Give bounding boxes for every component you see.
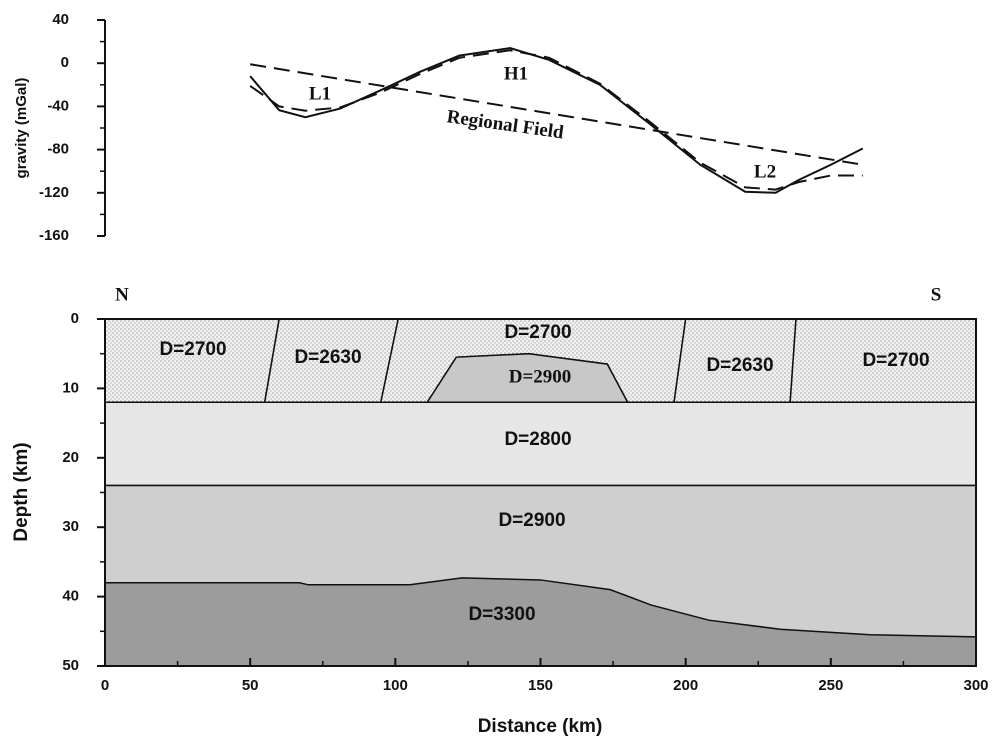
y-tick-label: -40	[47, 97, 69, 114]
x-tick-label: 250	[818, 677, 843, 694]
end-label: N	[115, 284, 129, 305]
annotation: H1	[504, 63, 528, 84]
density-label: D=3300	[468, 604, 535, 625]
y-tick-label: 0	[61, 54, 69, 71]
density-label: D=2900	[509, 366, 572, 387]
y-tick-label: -160	[39, 227, 69, 244]
density-label: D=2700	[862, 350, 929, 371]
y-tick-label: 30	[62, 518, 79, 535]
y-tick-label: 20	[62, 449, 79, 466]
y-tick-label: 50	[62, 657, 79, 674]
end-label: S	[931, 284, 942, 305]
gravity-curve	[250, 63, 863, 166]
density-label: D=2900	[498, 510, 565, 531]
density-label: D=2700	[159, 339, 226, 360]
x-tick-label: 300	[963, 677, 988, 694]
x-tick-label: 0	[101, 677, 109, 694]
y-axis-label: gravity (mGal)	[13, 78, 30, 179]
annotation: L2	[754, 161, 776, 182]
annotation: L1	[309, 83, 331, 104]
density-label: D=2700	[504, 322, 571, 343]
y-tick-label: 40	[52, 11, 69, 28]
density-label: D=2630	[294, 347, 361, 368]
x-tick-label: 200	[673, 677, 698, 694]
density-label: D=2630	[706, 355, 773, 376]
y-tick-label: 10	[62, 379, 79, 396]
y-tick-label: 0	[71, 310, 79, 327]
y-axis-label: Depth (km)	[11, 442, 32, 541]
density-body	[104, 318, 281, 404]
gravity-curve	[249, 47, 864, 194]
x-tick-label: 50	[242, 677, 259, 694]
gravity-curve	[249, 49, 863, 191]
y-tick-label: -80	[47, 141, 69, 158]
y-tick-label: 40	[62, 588, 79, 605]
x-tick-label: 100	[383, 677, 408, 694]
x-tick-label: 150	[528, 677, 553, 694]
density-label: D=2800	[504, 429, 571, 450]
y-tick-label: -120	[39, 184, 69, 201]
annotation: Regional Field	[445, 106, 565, 143]
x-axis-label: Distance (km)	[478, 716, 603, 737]
